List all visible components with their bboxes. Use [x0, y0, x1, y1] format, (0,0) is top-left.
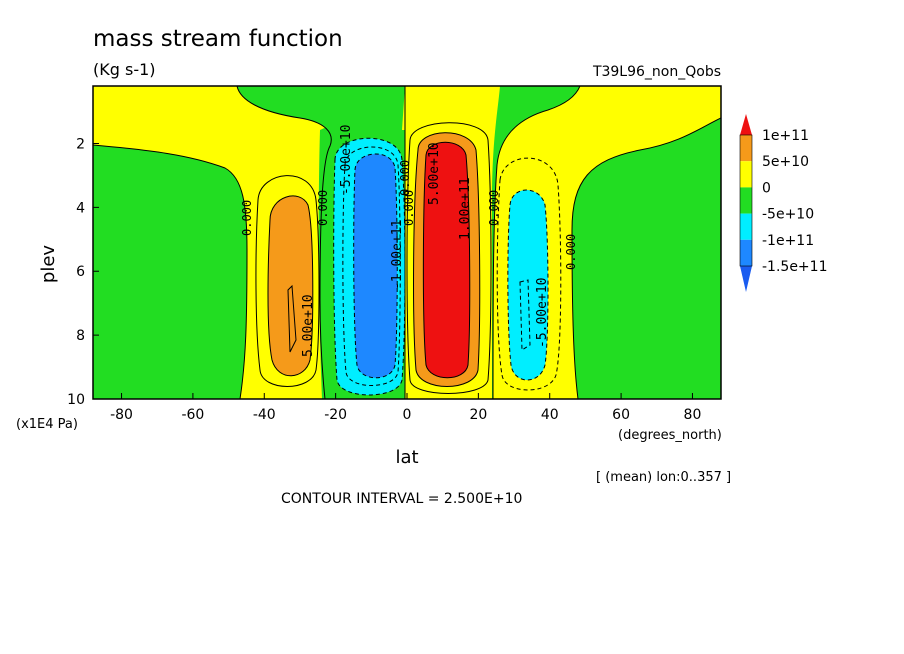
contour-label: -5.00e+10: [339, 125, 354, 195]
y-axis-label: plev: [38, 245, 59, 284]
x-tick-label: 20: [469, 407, 487, 423]
colorbar-frame: [739, 134, 753, 267]
colorbar-label: -5e+10: [762, 207, 814, 223]
x-tick-label: -40: [253, 407, 276, 423]
x-tick-label: 0: [403, 407, 412, 423]
colorbar: 1e+11 5e+10 0 -5e+10 -1e+11 -1.5e+11: [739, 114, 827, 292]
colorbar-label: 1e+11: [762, 128, 809, 144]
x-tick-label: -60: [181, 407, 204, 423]
chart-title: mass stream function: [93, 26, 343, 52]
contour-label: 5.00e+10: [427, 142, 442, 205]
contour-label: 0.000: [240, 200, 254, 236]
colorbar-box: [740, 213, 752, 240]
colorbar-box: [740, 187, 752, 214]
y-axis: 2 4 6 8 10: [67, 136, 99, 408]
y-tick-label: 6: [76, 264, 85, 280]
cyan-cell-nh: [507, 190, 548, 380]
colorbar-box: [740, 239, 752, 266]
contour-label: 0.000: [564, 234, 578, 270]
contour-label: 0.000: [402, 190, 416, 226]
contour-labels: 5.00e+10 -5.00e+10 -5.00e+10 1.00e+11 -1…: [240, 125, 578, 357]
colorbar-label: 5e+10: [762, 154, 809, 170]
chart-subtitle: (Kg s-1): [93, 60, 156, 79]
contour-label: -5.00e+10: [535, 278, 550, 348]
x-tick-label: 60: [612, 407, 630, 423]
contour-lines: [93, 86, 721, 399]
yellow-region-nh: [493, 86, 721, 399]
contour-label: 5.00e+10: [301, 294, 316, 357]
contour-label: -1.00e+11: [390, 220, 405, 290]
contour-label: 1.00e+11: [458, 177, 473, 240]
colorbar-box: [740, 161, 752, 188]
y-axis-units: (x1E4 Pa): [16, 417, 78, 432]
colorbar-label: -1.5e+11: [762, 259, 827, 275]
colorbar-label: -1e+11: [762, 233, 814, 249]
orange-cell-sh: [268, 195, 313, 376]
contour-label: 0.000: [316, 190, 330, 226]
run-label: T39L96_non_Qobs: [592, 64, 721, 80]
x-tick-label: -20: [324, 407, 347, 423]
x-tick-label: 40: [541, 407, 559, 423]
contour-field: 5.00e+10 -5.00e+10 -5.00e+10 1.00e+11 -1…: [93, 86, 721, 399]
colorbar-top-arrow: [740, 114, 752, 135]
red-cell-nh-hadley: [423, 142, 470, 378]
y-tick-label: 2: [76, 136, 85, 152]
colorbar-bottom-arrow: [740, 266, 752, 292]
x-axis-units: (degrees_north): [618, 428, 722, 443]
contour-label: 0.000: [398, 160, 412, 196]
y-tick-label: 8: [76, 328, 85, 344]
contour-interval: CONTOUR INTERVAL = 2.500E+10: [281, 491, 522, 507]
contour-lines-negative: [333, 137, 562, 396]
colorbar-label: 0: [762, 180, 771, 196]
x-tick-label: 80: [684, 407, 702, 423]
y-tick-label: 10: [67, 392, 85, 408]
y-tick-label: 4: [76, 200, 85, 216]
x-tick-label: -80: [110, 407, 133, 423]
blue-cell-sh-hadley: [353, 153, 398, 378]
mean-note: [ (mean) lon:0..357 ]: [596, 470, 731, 485]
x-axis: -80 -60 -40 -20 0 20 40 60 80: [110, 393, 701, 423]
contour-label: 0.000: [487, 190, 501, 226]
colorbar-box: [740, 135, 752, 162]
x-axis-label: lat: [395, 447, 418, 468]
